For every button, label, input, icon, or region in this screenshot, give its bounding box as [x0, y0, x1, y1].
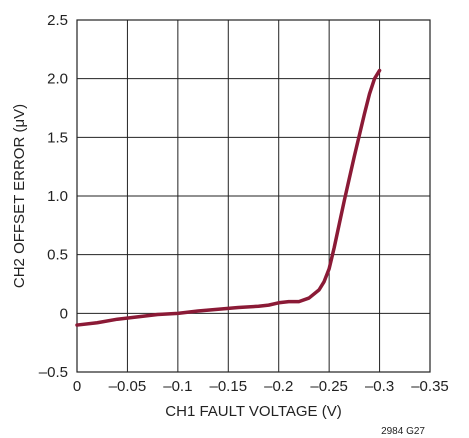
x-tick-label: –0.3	[365, 378, 394, 395]
grid	[76, 19, 431, 373]
x-tick-label: –0.1	[163, 378, 192, 395]
x-tick-label: –0.05	[109, 378, 147, 395]
x-axis-title: CH1 FAULT VOLTAGE (V)	[165, 403, 341, 420]
y-tick-label: 0.5	[47, 247, 68, 264]
plot-frame	[76, 19, 431, 373]
x-tick-label: –0.15	[210, 378, 248, 395]
series-line	[75, 68, 382, 327]
x-tick-label: –0.2	[264, 378, 293, 395]
y-tick-label: –0.5	[39, 364, 68, 381]
x-tick-label: –0.25	[310, 378, 348, 395]
y-tick-label: 1.0	[47, 188, 68, 205]
y-tick-label: 2.0	[47, 71, 68, 88]
x-tick-labels: 0 –0.05 –0.1 –0.15 –0.2 –0.25 –0.3 –0.35	[73, 378, 449, 395]
figure-id: 2984 G27	[381, 426, 425, 437]
y-tick-label: 1.5	[47, 129, 68, 146]
y-axis-title: CH2 OFFSET ERROR (μV)	[11, 104, 28, 288]
y-tick-label: 0	[60, 305, 68, 322]
y-tick-labels: –0.5 0 0.5 1.0 1.5 2.0 2.5	[39, 12, 68, 381]
y-tick-label: 2.5	[47, 12, 68, 29]
x-tick-label: –0.35	[411, 378, 449, 395]
x-tick-label: 0	[73, 378, 81, 395]
